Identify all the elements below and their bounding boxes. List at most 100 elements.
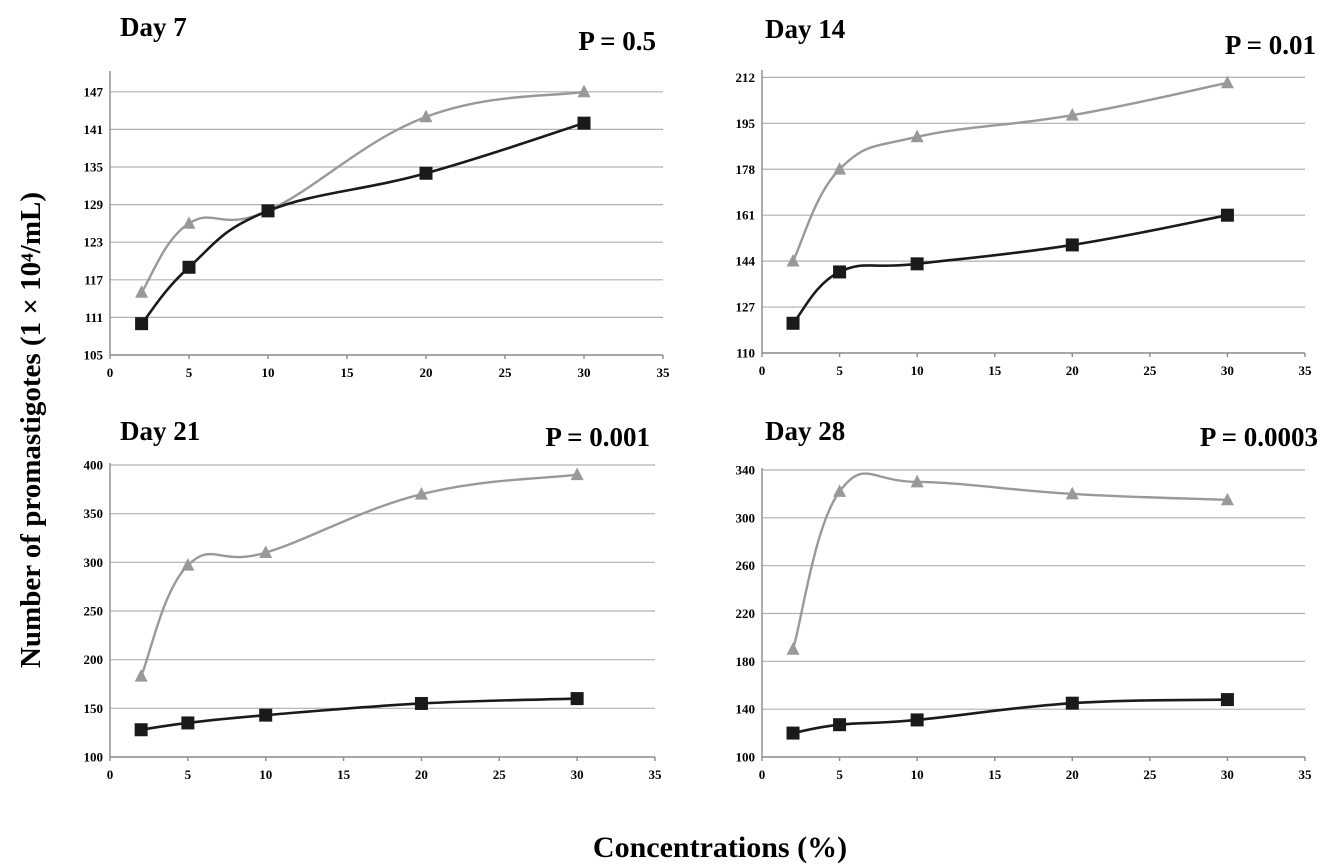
data-point-square <box>414 696 428 710</box>
data-point-triangle <box>786 642 800 655</box>
p-value-annotation: P = 0.01 <box>1225 30 1316 60</box>
data-point-square <box>577 116 591 130</box>
data-point-triangle <box>1220 492 1234 506</box>
y-tick-label: 117 <box>84 272 103 287</box>
series-line-square <box>792 213 1228 325</box>
data-point-square <box>1065 696 1079 710</box>
data-point-square <box>833 265 847 279</box>
x-tick-label: 30 <box>578 365 591 380</box>
x-tick-label: 5 <box>836 767 843 782</box>
y-tick-label: 212 <box>736 70 756 85</box>
x-tick-label: 0 <box>107 365 114 380</box>
data-point-triangle <box>910 129 924 143</box>
y-tick-label: 200 <box>84 652 104 667</box>
data-point-triangle <box>134 669 148 682</box>
y-tick-label: 127 <box>736 300 756 315</box>
y-tick-label: 180 <box>736 654 756 669</box>
series-line-square <box>792 698 1228 735</box>
y-tick-label: 161 <box>736 208 756 223</box>
x-tick-label: 25 <box>499 365 513 380</box>
data-point-triangle <box>414 487 428 500</box>
y-tick-label: 147 <box>84 84 104 99</box>
x-tick-label: 20 <box>420 365 433 380</box>
x-tick-label: 15 <box>988 767 1002 782</box>
data-point-square <box>1220 693 1234 707</box>
y-tick-label: 100 <box>84 750 104 765</box>
data-point-triangle <box>910 474 924 488</box>
x-tick-label: 10 <box>911 767 924 782</box>
x-tick-label: 20 <box>1066 767 1079 782</box>
x-tick-label: 20 <box>1066 363 1079 378</box>
data-point-square <box>419 166 433 180</box>
series-line-triangle <box>140 473 578 677</box>
x-tick-label: 5 <box>836 363 843 378</box>
y-axis-label: Number of promastigotes (1 × 10⁴/mL) <box>15 192 47 668</box>
data-point-triangle <box>1220 75 1234 89</box>
y-tick-label: 110 <box>736 346 755 361</box>
panel-title: Day 21 <box>120 416 200 446</box>
data-point-square <box>786 316 800 330</box>
x-tick-label: 20 <box>415 767 428 782</box>
x-tick-label: 0 <box>759 363 766 378</box>
data-point-square <box>182 260 196 274</box>
data-point-triangle <box>1065 108 1079 121</box>
series-line-square <box>140 697 578 732</box>
y-tick-label: 400 <box>84 458 104 473</box>
x-tick-label: 10 <box>259 767 272 782</box>
y-tick-label: 220 <box>736 606 756 621</box>
data-point-triangle <box>833 484 847 497</box>
data-point-square <box>261 204 275 218</box>
y-tick-label: 123 <box>84 235 104 250</box>
data-point-square <box>134 723 148 737</box>
y-tick-label: 111 <box>85 310 103 325</box>
data-point-square <box>1220 208 1234 222</box>
y-tick-label: 105 <box>84 348 104 363</box>
x-tick-label: 10 <box>911 363 924 378</box>
y-tick-label: 141 <box>84 122 104 137</box>
panel-title: Day 14 <box>765 14 845 44</box>
y-tick-label: 260 <box>736 558 756 573</box>
y-tick-label: 350 <box>84 506 104 521</box>
data-point-square <box>786 726 800 740</box>
data-point-triangle <box>259 545 273 558</box>
chart-panel-2: 110 127 144 161 178 195 212 0 5 10 15 20 25 30 35 Day 1… <box>736 14 1317 378</box>
x-tick-label: 15 <box>341 365 355 380</box>
y-tick-label: 150 <box>84 701 104 716</box>
y-tick-label: 129 <box>84 197 104 212</box>
data-point-triangle <box>182 216 196 229</box>
data-point-triangle <box>833 162 847 175</box>
data-point-triangle <box>577 84 591 98</box>
data-point-triangle <box>135 285 149 298</box>
p-value-annotation: P = 0.5 <box>578 26 656 56</box>
chart-panel-3: 100 150 200 250 300 350 400 0 5 10 15 20 25 30 35 Day 2… <box>84 416 663 782</box>
x-tick-label: 30 <box>571 767 584 782</box>
data-point-square <box>833 718 847 732</box>
x-tick-label: 35 <box>1299 767 1313 782</box>
data-point-triangle <box>786 253 800 267</box>
panel-title: Day 7 <box>120 12 187 42</box>
y-tick-label: 250 <box>84 604 104 619</box>
y-tick-label: 178 <box>736 162 756 177</box>
x-tick-label: 10 <box>262 365 275 380</box>
x-tick-label: 35 <box>657 365 671 380</box>
x-tick-label: 15 <box>988 363 1002 378</box>
data-point-triangle <box>181 558 195 571</box>
x-tick-label: 5 <box>185 767 192 782</box>
p-value-annotation: P = 0.0003 <box>1200 422 1318 452</box>
data-point-triangle <box>419 109 433 123</box>
x-tick-label: 0 <box>759 767 766 782</box>
x-tick-label: 30 <box>1221 363 1234 378</box>
series-line-triangle <box>791 81 1228 262</box>
x-tick-label: 5 <box>186 365 193 380</box>
x-tick-label: 15 <box>337 767 351 782</box>
data-point-triangle <box>1065 486 1079 500</box>
series-line-triangle <box>140 90 585 294</box>
y-tick-label: 100 <box>736 750 756 765</box>
data-point-square <box>259 708 273 722</box>
series-line-square <box>140 121 585 325</box>
x-tick-label: 30 <box>1221 767 1234 782</box>
data-point-square <box>910 257 924 271</box>
y-tick-label: 135 <box>84 160 104 175</box>
